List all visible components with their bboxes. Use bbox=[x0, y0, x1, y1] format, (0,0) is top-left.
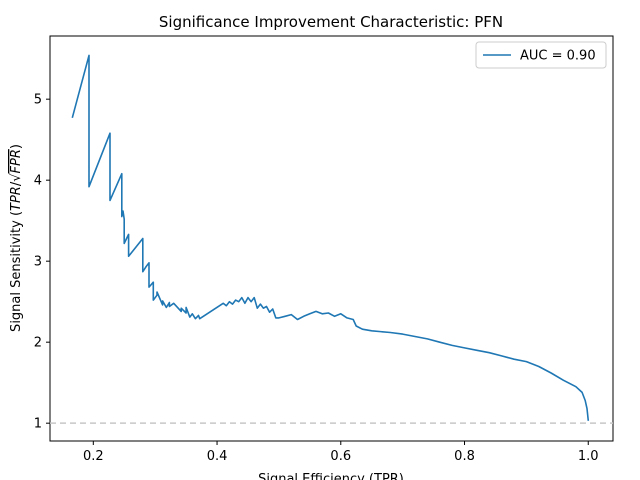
x-axis-ticks: 0.2 0.4 0.6 0.8 1.0 bbox=[83, 441, 599, 464]
chart-title: Significance Improvement Characteristic:… bbox=[159, 13, 503, 31]
legend-label: AUC = 0.90 bbox=[520, 49, 596, 64]
series-layer bbox=[71, 54, 590, 421]
y-tick-label: 5 bbox=[34, 93, 42, 108]
x-tick-label: 0.8 bbox=[454, 449, 475, 464]
y-axis-label-prefix: Signal Sensitivity ( bbox=[9, 211, 24, 332]
y-axis-label: Signal Sensitivity (TPR/√FPR) bbox=[9, 144, 24, 332]
y-tick-label: 3 bbox=[34, 255, 42, 270]
legend-box bbox=[475, 41, 607, 69]
y-axis-label-suffix: ) bbox=[9, 144, 24, 149]
x-tick-label: 0.2 bbox=[83, 449, 104, 464]
plot-area: 0.2 0.4 0.6 0.8 1.0 1 2 3 4 5 bbox=[34, 35, 614, 464]
y-tick-label: 4 bbox=[34, 174, 42, 189]
y-tick-label: 2 bbox=[34, 336, 42, 351]
y-axis-label-fpr: FPR bbox=[9, 149, 24, 173]
x-tick-label: 1.0 bbox=[578, 449, 599, 464]
y-axis-label-slash: /√ bbox=[9, 173, 24, 186]
x-axis-label: Signal Efficiency (TPR) bbox=[258, 472, 404, 480]
plot-frame bbox=[49, 35, 614, 442]
y-axis-label-tpr: TPR bbox=[9, 186, 24, 211]
x-tick-label: 0.6 bbox=[330, 449, 351, 464]
series-line-0 bbox=[71, 54, 590, 421]
legend: AUC = 0.90 bbox=[475, 41, 607, 69]
y-axis-ticks: 1 2 3 4 5 bbox=[34, 93, 50, 432]
x-tick-label: 0.4 bbox=[207, 449, 228, 464]
y-tick-label: 1 bbox=[34, 417, 42, 432]
